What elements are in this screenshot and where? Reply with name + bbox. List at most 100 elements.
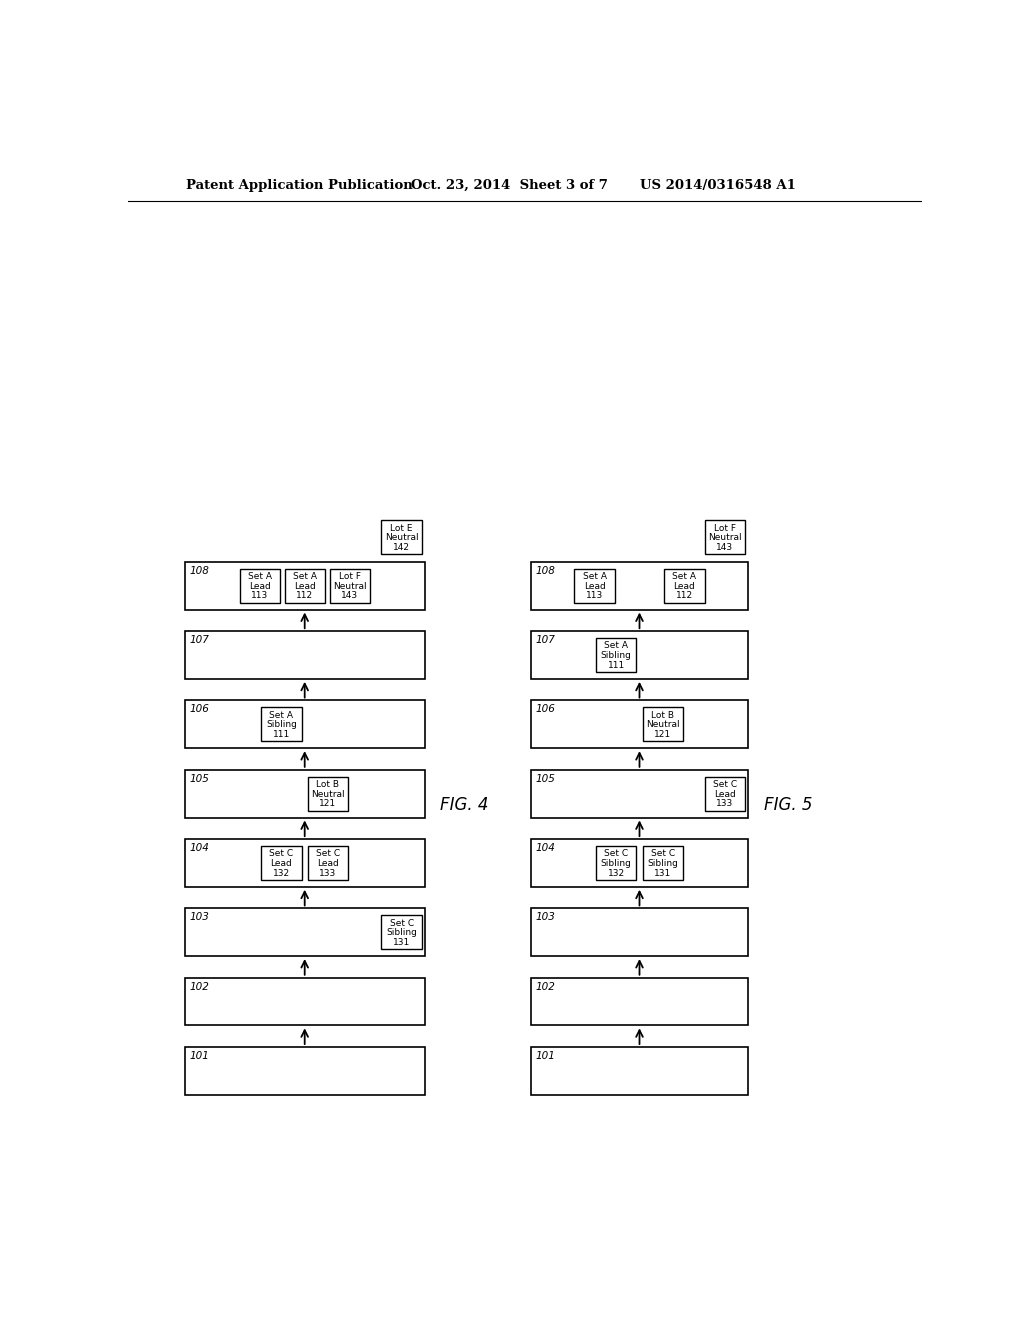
Text: 133: 133 xyxy=(716,800,733,808)
Bar xyxy=(531,631,748,678)
Text: 102: 102 xyxy=(189,982,209,991)
Text: 102: 102 xyxy=(536,982,556,991)
Text: Set A: Set A xyxy=(248,572,271,581)
Text: 108: 108 xyxy=(189,566,209,576)
Text: Set C: Set C xyxy=(315,849,340,858)
Text: Lot F: Lot F xyxy=(339,572,360,581)
Text: Lead: Lead xyxy=(294,582,315,591)
Text: 142: 142 xyxy=(393,543,410,552)
Text: Sibling: Sibling xyxy=(647,859,678,869)
Bar xyxy=(184,562,425,610)
Text: 113: 113 xyxy=(251,591,268,601)
Text: 112: 112 xyxy=(296,591,313,601)
Text: 105: 105 xyxy=(536,774,556,784)
Bar xyxy=(596,638,636,672)
Text: 143: 143 xyxy=(341,591,358,601)
Bar xyxy=(531,978,748,1026)
Text: 132: 132 xyxy=(607,869,625,878)
Bar xyxy=(308,776,348,810)
Bar xyxy=(574,569,614,603)
Text: Lot E: Lot E xyxy=(390,524,413,532)
Text: Set C: Set C xyxy=(604,849,629,858)
Text: Oct. 23, 2014  Sheet 3 of 7: Oct. 23, 2014 Sheet 3 of 7 xyxy=(411,178,608,191)
Bar xyxy=(531,701,748,748)
Text: 104: 104 xyxy=(536,843,556,853)
Bar xyxy=(705,520,744,554)
Text: Lot B: Lot B xyxy=(316,780,339,789)
Text: Lead: Lead xyxy=(714,789,735,799)
Text: Sibling: Sibling xyxy=(386,928,417,937)
Text: 107: 107 xyxy=(536,635,556,645)
Text: 107: 107 xyxy=(189,635,209,645)
Text: 132: 132 xyxy=(272,869,290,878)
Bar xyxy=(381,915,422,949)
Bar xyxy=(705,776,744,810)
Bar xyxy=(531,562,748,610)
Text: Set C: Set C xyxy=(713,780,737,789)
Text: Lead: Lead xyxy=(249,582,270,591)
Text: 101: 101 xyxy=(536,1051,556,1061)
Text: 105: 105 xyxy=(189,774,209,784)
Bar xyxy=(665,569,705,603)
Bar xyxy=(308,846,348,880)
Text: 113: 113 xyxy=(586,591,603,601)
Text: 103: 103 xyxy=(536,912,556,923)
Bar xyxy=(184,631,425,678)
Text: Neutral: Neutral xyxy=(646,721,680,730)
Text: 121: 121 xyxy=(319,800,337,808)
Text: Set A: Set A xyxy=(604,642,629,651)
Text: 133: 133 xyxy=(319,869,337,878)
Text: Lead: Lead xyxy=(674,582,695,591)
Text: Set C: Set C xyxy=(389,919,414,928)
Text: Lead: Lead xyxy=(584,582,605,591)
Text: Neutral: Neutral xyxy=(708,533,741,543)
Text: 106: 106 xyxy=(536,705,556,714)
Text: 108: 108 xyxy=(536,566,556,576)
Bar xyxy=(531,770,748,817)
Text: Lot F: Lot F xyxy=(714,524,736,532)
Text: Sibling: Sibling xyxy=(266,721,297,730)
Bar xyxy=(184,978,425,1026)
Text: 101: 101 xyxy=(189,1051,209,1061)
Bar xyxy=(285,569,325,603)
Text: Lot B: Lot B xyxy=(651,710,674,719)
Text: Sibling: Sibling xyxy=(601,651,632,660)
Bar xyxy=(261,846,302,880)
Bar xyxy=(643,846,683,880)
Bar xyxy=(531,908,748,956)
Text: 111: 111 xyxy=(607,661,625,669)
Text: Set C: Set C xyxy=(269,849,294,858)
Text: 106: 106 xyxy=(189,705,209,714)
Text: Set A: Set A xyxy=(293,572,316,581)
Text: 143: 143 xyxy=(716,543,733,552)
Bar xyxy=(330,569,370,603)
Text: 121: 121 xyxy=(654,730,672,739)
Text: FIG. 5: FIG. 5 xyxy=(764,796,812,814)
Bar xyxy=(261,708,302,742)
Text: Patent Application Publication: Patent Application Publication xyxy=(186,178,413,191)
Text: 103: 103 xyxy=(189,912,209,923)
Bar xyxy=(184,701,425,748)
Text: Lead: Lead xyxy=(317,859,339,869)
Text: Sibling: Sibling xyxy=(601,859,632,869)
Bar xyxy=(381,520,422,554)
Text: Lead: Lead xyxy=(270,859,292,869)
Text: 104: 104 xyxy=(189,843,209,853)
Text: Set A: Set A xyxy=(583,572,606,581)
Text: Neutral: Neutral xyxy=(333,582,367,591)
Bar xyxy=(531,840,748,887)
Text: Set A: Set A xyxy=(269,710,294,719)
Text: Neutral: Neutral xyxy=(385,533,419,543)
Bar xyxy=(184,908,425,956)
Bar xyxy=(531,1047,748,1094)
Bar xyxy=(184,770,425,817)
Text: Set C: Set C xyxy=(650,849,675,858)
Text: FIG. 4: FIG. 4 xyxy=(440,796,488,814)
Text: 131: 131 xyxy=(393,939,411,946)
Text: 111: 111 xyxy=(272,730,290,739)
Text: Set A: Set A xyxy=(673,572,696,581)
Text: US 2014/0316548 A1: US 2014/0316548 A1 xyxy=(640,178,796,191)
Bar xyxy=(596,846,636,880)
Bar xyxy=(240,569,280,603)
Bar xyxy=(184,840,425,887)
